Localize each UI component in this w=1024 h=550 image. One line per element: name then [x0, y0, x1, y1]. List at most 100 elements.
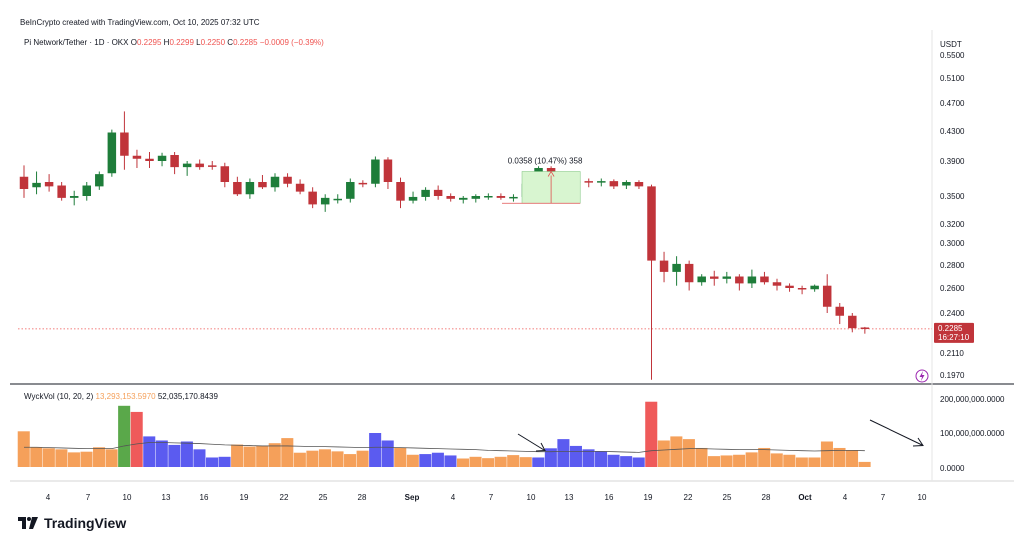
volume-bar: [268, 443, 281, 467]
candle-body: [684, 263, 694, 283]
volume-bar: [281, 438, 294, 467]
price-tick-label: 0.4300: [940, 127, 965, 136]
candle-body: [446, 196, 455, 199]
volume-bar: [858, 461, 871, 467]
candle-body: [220, 166, 230, 182]
candle-body: [433, 189, 443, 196]
x-tick-label: 13: [162, 493, 171, 502]
price-tick-label: 0.5100: [940, 74, 965, 83]
candle-body: [622, 182, 631, 186]
candle-body: [459, 197, 468, 200]
candle-body: [132, 155, 142, 159]
x-tick-label: 10: [918, 493, 927, 502]
volume-value-1: 13,293,153.5970: [95, 392, 156, 401]
volume-bar: [55, 449, 68, 467]
x-tick-label: 4: [843, 493, 848, 502]
volume-bar: [519, 457, 532, 467]
annotation-arrow-head: [535, 442, 546, 452]
candle-body: [57, 185, 66, 198]
volume-bar: [431, 452, 444, 467]
volume-value-2: 52,035,170.8439: [157, 392, 218, 401]
candle-body: [145, 158, 154, 161]
volume-bar: [444, 455, 457, 467]
price-tick-label: 0.5500: [940, 51, 965, 60]
x-tick-label: 10: [123, 493, 132, 502]
volume-bar: [143, 436, 156, 467]
candle-body: [509, 196, 518, 199]
volume-bar: [331, 451, 344, 467]
candle-body: [597, 181, 606, 183]
candle-body: [584, 181, 593, 183]
candle-body: [797, 288, 807, 290]
countdown-label: 16:27:10: [938, 333, 970, 342]
candle-body: [609, 181, 619, 187]
volume-bar: [42, 448, 55, 467]
x-tick-label: 16: [200, 493, 209, 502]
x-tick-label: 7: [86, 493, 91, 502]
candle-body: [69, 196, 79, 198]
candle-body: [358, 182, 368, 185]
volume-bar: [607, 454, 620, 467]
volume-tick-label: 0.0000: [940, 464, 965, 473]
volume-bar: [394, 447, 407, 467]
volume-bar: [544, 448, 557, 467]
candle-body: [835, 306, 844, 316]
high-value: 0.2299: [169, 38, 194, 47]
volume-bar: [356, 450, 369, 467]
x-tick-label: 25: [319, 493, 328, 502]
x-tick-label: 7: [881, 493, 886, 502]
volume-bar: [745, 452, 758, 467]
volume-bar: [93, 447, 106, 467]
x-tick-label: 28: [762, 493, 771, 502]
candle-body: [484, 196, 493, 198]
candle-body: [810, 285, 819, 290]
volume-bar: [318, 449, 331, 467]
open-label: O: [130, 38, 137, 47]
volume-bar: [180, 441, 193, 467]
volume-bar: [130, 411, 143, 467]
candle-body: [396, 182, 405, 201]
candle-body: [258, 182, 267, 188]
x-tick-label: 22: [280, 493, 289, 502]
change-value: −0.0009 (−0.39%): [259, 38, 324, 47]
candle-body: [182, 163, 192, 168]
candle-body: [346, 182, 355, 199]
candle-body: [295, 183, 305, 192]
candle-body: [747, 276, 757, 284]
candle-body: [95, 174, 104, 187]
candle-body: [785, 285, 794, 288]
x-tick-label: 4: [46, 493, 51, 502]
symbol-name: Pi Network/Tether · 1D · OKX: [24, 38, 129, 47]
annotation-arrow-head-2: [912, 437, 924, 447]
volume-legend: WyckVol (10, 20, 2) 13,293,153.5970 52,0…: [24, 392, 218, 401]
volume-ma-line: [24, 442, 865, 453]
low-label: L: [196, 38, 201, 47]
volume-bar: [344, 454, 357, 467]
candles-layer: [19, 111, 870, 380]
x-tick-label: 25: [723, 493, 732, 502]
price-tick-label: 0.4700: [940, 99, 965, 108]
last-price-badge: [934, 322, 974, 343]
volume-bar: [632, 457, 645, 467]
price-tick-label: 0.2800: [940, 261, 965, 270]
price-tick-label: 0.1970: [940, 371, 965, 380]
volume-bar: [469, 456, 482, 467]
candle-body: [233, 182, 242, 195]
volume-bar: [168, 444, 181, 467]
x-tick-label: 13: [565, 493, 574, 502]
candle-body: [19, 176, 29, 189]
close-value: 0.2285: [233, 38, 258, 47]
candle-body: [697, 276, 706, 283]
volume-bar: [795, 457, 808, 467]
brand-name: TradingView: [44, 515, 127, 531]
candle-body: [120, 132, 129, 156]
candle-body: [82, 185, 91, 196]
volume-bar: [218, 456, 231, 467]
volume-bar: [532, 457, 545, 467]
price-tick-label: 0.3900: [940, 157, 965, 166]
tradingview-logo: TradingView: [18, 515, 126, 531]
candle-body: [421, 189, 430, 197]
candle-body: [208, 165, 217, 167]
volume-bar: [80, 451, 93, 467]
